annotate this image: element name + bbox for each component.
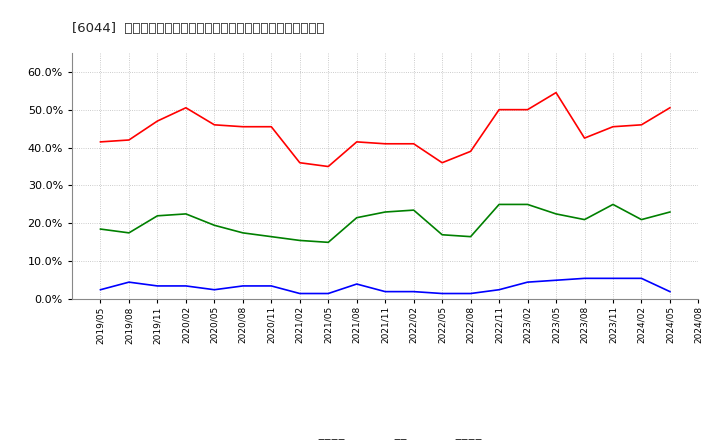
Line: 売上債権: 売上債権 <box>101 92 670 166</box>
在庫 <box>96 287 105 292</box>
売上債権 <box>637 122 646 128</box>
買入債務 <box>238 230 247 235</box>
買入債務 <box>665 209 674 215</box>
在庫 <box>637 276 646 281</box>
在庫 <box>608 276 617 281</box>
在庫 <box>381 289 390 294</box>
買入債務 <box>410 208 418 213</box>
買入債務 <box>125 230 133 235</box>
在庫 <box>410 289 418 294</box>
買入債務 <box>295 238 304 243</box>
買入債務 <box>96 227 105 232</box>
売上債権 <box>495 107 503 112</box>
売上債権 <box>295 160 304 165</box>
買入債務 <box>580 217 589 222</box>
買入債務 <box>608 202 617 207</box>
売上債権 <box>438 160 446 165</box>
在庫 <box>523 279 532 285</box>
在庫 <box>267 283 276 289</box>
売上債権 <box>665 105 674 110</box>
在庫 <box>324 291 333 296</box>
売上債権 <box>608 124 617 129</box>
買入債務 <box>523 202 532 207</box>
在庫 <box>295 291 304 296</box>
売上債権 <box>238 124 247 129</box>
売上債権 <box>96 139 105 144</box>
買入債務 <box>467 234 475 239</box>
在庫 <box>153 283 162 289</box>
買入債務 <box>267 234 276 239</box>
買入債務 <box>495 202 503 207</box>
在庫 <box>665 289 674 294</box>
在庫 <box>181 283 190 289</box>
在庫 <box>580 276 589 281</box>
買入債務 <box>352 215 361 220</box>
在庫 <box>210 287 219 292</box>
買入債務 <box>381 209 390 215</box>
在庫 <box>438 291 446 296</box>
Legend: 売上債権, 在庫, 買入債務: 売上債権, 在庫, 買入債務 <box>284 433 487 440</box>
在庫 <box>495 287 503 292</box>
買入債務 <box>210 223 219 228</box>
売上債権 <box>580 136 589 141</box>
在庫 <box>125 279 133 285</box>
売上債権 <box>125 137 133 143</box>
在庫 <box>552 278 560 283</box>
Line: 在庫: 在庫 <box>101 279 670 293</box>
Text: [6044]  売上債権、在庫、買入債務の総資産に対する比率の推移: [6044] 売上債権、在庫、買入債務の総資産に対する比率の推移 <box>72 22 325 35</box>
在庫 <box>467 291 475 296</box>
売上債権 <box>467 149 475 154</box>
売上債権 <box>552 90 560 95</box>
買入債務 <box>181 211 190 216</box>
買入債務 <box>324 240 333 245</box>
売上債権 <box>324 164 333 169</box>
買入債務 <box>438 232 446 238</box>
売上債権 <box>523 107 532 112</box>
在庫 <box>352 282 361 287</box>
売上債権 <box>352 139 361 144</box>
売上債権 <box>210 122 219 128</box>
買入債務 <box>637 217 646 222</box>
売上債権 <box>381 141 390 147</box>
売上債権 <box>153 118 162 124</box>
買入債務 <box>153 213 162 218</box>
買入債務 <box>552 211 560 216</box>
売上債権 <box>181 105 190 110</box>
在庫 <box>238 283 247 289</box>
売上債権 <box>410 141 418 147</box>
売上債権 <box>267 124 276 129</box>
Line: 買入債務: 買入債務 <box>101 205 670 242</box>
